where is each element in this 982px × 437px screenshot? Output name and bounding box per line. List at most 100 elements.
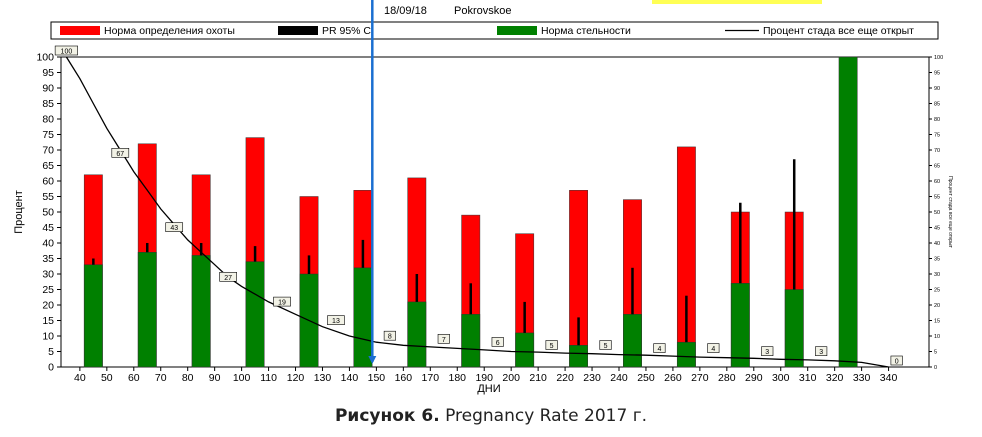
marker-arrow bbox=[368, 356, 377, 364]
x-tick-label: 120 bbox=[287, 372, 305, 384]
curve-label: 67 bbox=[116, 151, 124, 158]
x-tick-label: 130 bbox=[314, 372, 332, 384]
x-tick-label: 250 bbox=[637, 372, 655, 384]
y-right-tick-label: 95 bbox=[934, 71, 940, 77]
y-tick-label: 50 bbox=[42, 207, 54, 219]
x-tick-label: 300 bbox=[772, 372, 790, 384]
curve-label-box bbox=[761, 346, 774, 357]
bars bbox=[83, 56, 858, 368]
y-right-tick-label: 45 bbox=[934, 226, 940, 232]
legend-swatch bbox=[497, 26, 537, 35]
y-right-tick-label: 50 bbox=[934, 210, 940, 216]
header-date: 18/09/18 bbox=[384, 5, 427, 17]
y-tick-label: 80 bbox=[42, 114, 54, 126]
figure-caption: Рисунок 6. Pregnancy Rate 2017 г. bbox=[0, 406, 982, 426]
curve-label: 13 bbox=[332, 318, 340, 325]
y-axis-right: 0 5 10 15 20 25 30 35 40 45 50 55 60 65 70 75 80 85 90 95 10… bbox=[929, 55, 943, 371]
y-tick-label: 70 bbox=[42, 145, 54, 157]
y-right-tick-label: 65 bbox=[934, 164, 940, 170]
x-tick-label: 220 bbox=[556, 372, 574, 384]
y-tick-label: 25 bbox=[42, 284, 54, 296]
x-tick-label: 200 bbox=[502, 372, 520, 384]
pregnancy-rate-bar bbox=[838, 56, 858, 368]
caption-text: Pregnancy Rate 2017 г. bbox=[445, 406, 648, 426]
curve-label: 7 bbox=[442, 337, 446, 344]
pregnancy-rate-bar bbox=[137, 252, 157, 368]
y-right-tick-label: 75 bbox=[934, 133, 940, 139]
pregnancy-rate-bar bbox=[676, 341, 696, 368]
y-tick-label: 15 bbox=[42, 315, 54, 327]
curve-label: 0 bbox=[895, 359, 899, 366]
x-axis-title: ДНИ bbox=[477, 383, 500, 395]
curve-label: 27 bbox=[224, 275, 232, 282]
curve-label: 43 bbox=[170, 225, 178, 232]
curve-label-box bbox=[653, 343, 666, 353]
y-tick-label: 90 bbox=[42, 83, 54, 95]
y-right-tick-label: 40 bbox=[934, 241, 940, 247]
legend-box bbox=[50, 21, 939, 40]
y-tick-label: 0 bbox=[48, 362, 54, 374]
curve-label: 5 bbox=[550, 343, 554, 350]
x-tick-label: 150 bbox=[368, 372, 386, 384]
x-tick-label: 90 bbox=[209, 372, 221, 384]
curve-label-box bbox=[545, 340, 558, 350]
y-tick-label: 85 bbox=[42, 98, 54, 110]
x-tick-label: 330 bbox=[853, 372, 871, 384]
y-axis-right-title: Процент стада все еще открыт bbox=[947, 176, 953, 249]
x-tick-label: 260 bbox=[664, 372, 682, 384]
legend-label: PR 95% CI bbox=[322, 25, 374, 37]
curve-label-box bbox=[599, 340, 612, 350]
curve-label: 3 bbox=[765, 349, 769, 356]
x-tick-label: 160 bbox=[395, 372, 413, 384]
pregnancy-rate-bar bbox=[461, 314, 481, 368]
x-tick-label: 310 bbox=[799, 372, 817, 384]
curve-label-box bbox=[165, 222, 184, 232]
x-tick-label: 110 bbox=[260, 372, 277, 384]
legend: Норма определения охоты PR 95% CI Норма ст… bbox=[60, 25, 914, 37]
y-right-tick-label: 0 bbox=[934, 365, 937, 371]
x-tick-label: 50 bbox=[101, 372, 113, 384]
pregnancy-rate-bar bbox=[730, 283, 750, 368]
curve-label: 19 bbox=[278, 300, 286, 307]
x-tick-label: 280 bbox=[718, 372, 736, 384]
curve-label-box bbox=[327, 315, 345, 326]
curve-label-box bbox=[890, 355, 903, 366]
caption-prefix: Рисунок 6. bbox=[334, 406, 440, 426]
y-tick-label: 20 bbox=[42, 300, 54, 312]
pregnancy-rate-bar bbox=[245, 261, 265, 368]
curve-label-box bbox=[54, 45, 78, 56]
x-tick-label: 320 bbox=[826, 372, 844, 384]
y-right-tick-label: 55 bbox=[934, 195, 940, 201]
curve-label-box bbox=[273, 296, 291, 307]
x-tick-label: 240 bbox=[610, 372, 628, 384]
header-farm: Pokrovskoe bbox=[454, 5, 511, 17]
pregnancy-rate-bar bbox=[569, 345, 588, 368]
y-right-tick-label: 30 bbox=[934, 272, 940, 278]
curve-label: 6 bbox=[496, 340, 500, 347]
y-right-tick-label: 90 bbox=[934, 86, 940, 92]
curve-label-box bbox=[815, 346, 828, 357]
y-right-tick-label: 85 bbox=[934, 102, 940, 108]
curve-label-box bbox=[437, 333, 450, 344]
x-tick-label: 270 bbox=[691, 372, 709, 384]
confidence-intervals bbox=[92, 159, 796, 346]
legend-label: Норма определения охоты bbox=[104, 25, 235, 37]
y-tick-label: 30 bbox=[42, 269, 54, 281]
x-tick-label: 80 bbox=[182, 372, 194, 384]
y-tick-label: 10 bbox=[42, 331, 54, 343]
x-tick-label: 230 bbox=[583, 372, 601, 384]
pregnancy-rate-bar bbox=[784, 289, 804, 368]
y-tick-label: 65 bbox=[42, 160, 54, 172]
pregnancy-rate-bar bbox=[407, 301, 427, 368]
x-tick-label: 340 bbox=[880, 372, 898, 384]
curve-label-box bbox=[383, 330, 396, 341]
y-tick-label: 100 bbox=[36, 52, 54, 64]
date-marker bbox=[368, 0, 377, 364]
y-tick-label: 35 bbox=[42, 253, 54, 265]
pregnancy-rate-bar bbox=[515, 332, 535, 368]
x-axis: 40 50 60 70 80 90 100 110 120 130 140 150 160 170 180 1… bbox=[74, 367, 897, 384]
y-right-tick-label: 10 bbox=[934, 334, 940, 340]
x-tick-label: 40 bbox=[74, 372, 86, 384]
